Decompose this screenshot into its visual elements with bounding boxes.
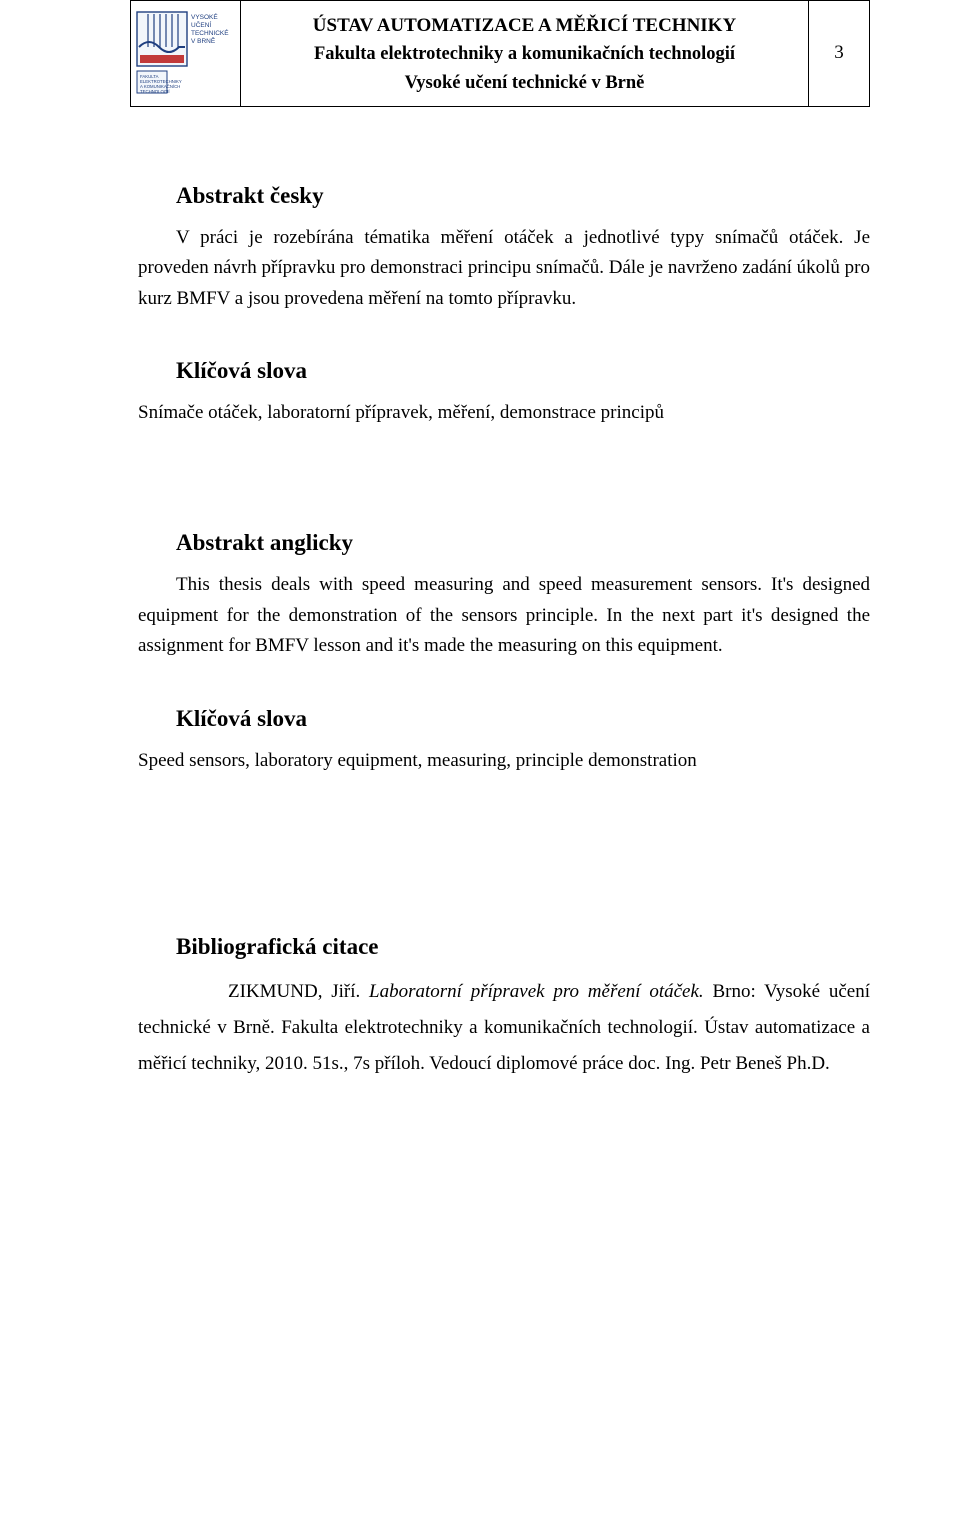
abstract-cs-body: V práci je rozebírána tématika měření ot…	[138, 223, 870, 314]
svg-text:TECHNICKÉ: TECHNICKÉ	[191, 28, 229, 37]
header-table: VYSOKÉ UČENÍ TECHNICKÉ V BRNĚ FAKULTA EL…	[130, 0, 870, 107]
abstract-en-body: This thesis deals with speed measuring a…	[138, 570, 870, 661]
spacer	[138, 438, 870, 524]
keywords-cs-title: Klíčová slova	[176, 358, 870, 384]
header-line-3: Vysoké učení technické v Brně	[249, 69, 800, 98]
svg-text:VYSOKÉ: VYSOKÉ	[191, 12, 218, 21]
spacer	[138, 872, 870, 928]
keywords-en-body: Speed sensors, laboratory equipment, mea…	[138, 746, 870, 776]
svg-text:V BRNĚ: V BRNĚ	[191, 36, 216, 45]
spacer	[138, 672, 870, 706]
svg-text:TECHNOLOGIÍ: TECHNOLOGIÍ	[140, 89, 170, 94]
page: VYSOKÉ UČENÍ TECHNICKÉ V BRNĚ FAKULTA EL…	[0, 0, 960, 1514]
spacer	[138, 324, 870, 358]
citation-body: ZIKMUND, Jiří. Laboratorní přípravek pro…	[138, 974, 870, 1082]
keywords-cs-body: Snímače otáček, laboratorní přípravek, m…	[138, 398, 870, 428]
header-logo-cell: VYSOKÉ UČENÍ TECHNICKÉ V BRNĚ FAKULTA EL…	[131, 1, 241, 106]
abstract-cs-title: Abstrakt česky	[176, 177, 870, 209]
header-page-number: 3	[809, 1, 869, 106]
university-logo-icon: VYSOKÉ UČENÍ TECHNICKÉ V BRNĚ FAKULTA EL…	[136, 11, 236, 95]
spacer	[138, 786, 870, 872]
keywords-en-title: Klíčová slova	[176, 706, 870, 732]
content-area: Abstrakt česky V práci je rozebírána tém…	[130, 177, 870, 1082]
citation-author: ZIKMUND, Jiří.	[228, 981, 369, 1002]
abstract-en-title: Abstrakt anglicky	[176, 524, 870, 556]
header-line-2: Fakulta elektrotechniky a komunikačních …	[249, 40, 800, 69]
svg-text:UČENÍ: UČENÍ	[191, 20, 211, 29]
header-line-1: ÚSTAV AUTOMATIZACE A MĚŘICÍ TECHNIKY	[249, 11, 800, 40]
header-center-cell: ÚSTAV AUTOMATIZACE A MĚŘICÍ TECHNIKY Fak…	[241, 1, 809, 106]
citation-thesis-title: Laboratorní přípravek pro měření otáček.	[369, 981, 704, 1002]
citation-title: Bibliografická citace	[176, 928, 870, 960]
